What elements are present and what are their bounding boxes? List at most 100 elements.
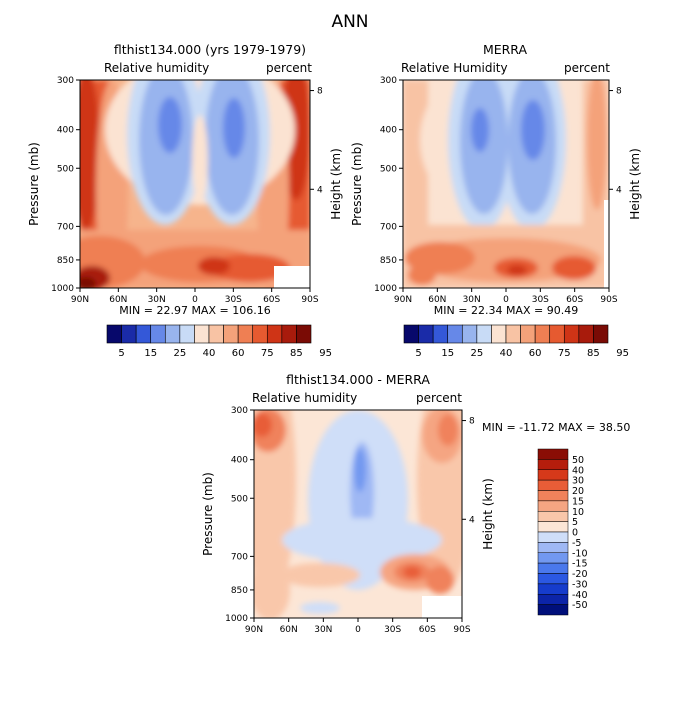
colorbar-model-label: 40 xyxy=(203,348,216,359)
obs-ylabel-right: Height (km) xyxy=(628,148,642,219)
diff-rtick-label: 8 xyxy=(469,417,475,427)
colorbar-obs-label: 25 xyxy=(470,348,483,359)
colorbar-obs: 5 15 25 40 60 75 85 95 xyxy=(403,324,629,359)
panel-obs-units: percent xyxy=(564,61,610,75)
colorbar-diff-label: -5 xyxy=(572,538,581,549)
colorbar-obs-swatch xyxy=(461,324,478,344)
panel-diff-variable: Relative humidity xyxy=(252,391,357,405)
obs-xtick-label: 90S xyxy=(600,295,617,305)
colorbar-obs-swatch xyxy=(403,324,419,344)
colorbar-diff-swatch xyxy=(537,531,569,543)
colorbar-obs-swatch xyxy=(418,324,434,344)
colorbar-diff-swatch xyxy=(537,469,569,481)
panel-diff: flthist134.000 - MERRA Relative humidity… xyxy=(201,372,630,635)
colorbar-model-swatch xyxy=(237,324,254,344)
diff-ylabel: Pressure (mb) xyxy=(201,472,215,556)
colorbar-model-swatch xyxy=(106,324,122,344)
obs-xtick-label: 30N xyxy=(463,295,481,305)
obs-rtick-label: 4 xyxy=(616,185,622,195)
diff-rtick-label: 4 xyxy=(469,515,475,525)
colorbar-diff-label: 40 xyxy=(572,465,584,476)
colorbar-obs-swatch xyxy=(491,324,507,344)
colorbar-model-label: 25 xyxy=(173,348,186,359)
model-ytick-label: 400 xyxy=(57,126,74,136)
colorbar-diff-label: 50 xyxy=(572,455,584,466)
diff-ytick-label: 700 xyxy=(231,552,248,562)
colorbar-diff-swatch xyxy=(537,594,569,605)
colorbar-obs-swatch xyxy=(563,324,580,344)
colorbar-diff-swatch xyxy=(537,604,569,616)
diff-xtick-label: 90S xyxy=(453,625,470,635)
colorbar-obs-swatch xyxy=(534,324,551,344)
colorbar-obs-swatch xyxy=(476,324,492,344)
colorbar-model-swatch xyxy=(223,324,239,344)
colorbar-obs-label: 60 xyxy=(529,348,542,359)
model-xtick-label: 90N xyxy=(71,295,89,305)
model-xtick-label: 60S xyxy=(263,295,280,305)
obs-ytick-label: 1000 xyxy=(374,284,397,294)
colorbar-model-swatch xyxy=(266,324,283,344)
panel-obs: MERRA Relative Humidity percent xyxy=(350,42,642,359)
colorbar-obs-label: 15 xyxy=(441,348,454,359)
model-xtick-label: 30S xyxy=(225,295,242,305)
model-xtick-label: 0 xyxy=(192,295,198,305)
colorbar-obs-label: 40 xyxy=(500,348,513,359)
obs-rtick-label: 8 xyxy=(616,87,622,97)
colorbar-model-label: 85 xyxy=(290,348,303,359)
colorbar-diff-swatch xyxy=(537,542,569,553)
panel-model-stats: MIN = 22.97 MAX = 106.16 xyxy=(119,304,270,317)
panel-diff-title: flthist134.000 - MERRA xyxy=(286,372,430,387)
colorbar-diff-label: -20 xyxy=(572,569,588,580)
panel-model-title: flthist134.000 (yrs 1979-1979) xyxy=(114,42,306,57)
colorbar-model-swatch xyxy=(208,324,224,344)
colorbar-model: 5 15 25 40 60 75 85 95 xyxy=(106,324,332,359)
colorbar-diff-label: -50 xyxy=(572,600,588,611)
panel-obs-stats: MIN = 22.34 MAX = 90.49 xyxy=(434,304,578,317)
diff-ytick-label: 500 xyxy=(231,494,248,504)
panel-diff-units: percent xyxy=(416,391,462,405)
colorbar-model-swatch xyxy=(296,324,312,344)
obs-xtick-label: 60S xyxy=(566,295,583,305)
panel-model-variable: Relative humidity xyxy=(104,61,209,75)
diff-ytick-label: 400 xyxy=(231,456,248,466)
diff-xtick-label: 0 xyxy=(355,625,361,635)
model-ylabel: Pressure (mb) xyxy=(27,142,41,226)
colorbar-model-swatch xyxy=(281,324,297,344)
model-ytick-label: 700 xyxy=(57,222,74,232)
colorbar-diff-label: 5 xyxy=(572,517,578,528)
diff-ytick-label: 850 xyxy=(231,586,248,596)
colorbar-diff-label: 10 xyxy=(572,507,584,518)
model-rtick-label: 4 xyxy=(317,185,323,195)
colorbar-obs-swatch xyxy=(549,324,565,344)
colorbar-model-label: 15 xyxy=(144,348,157,359)
model-ytick-label: 1000 xyxy=(51,284,74,294)
colorbar-model-swatch xyxy=(194,324,210,344)
colorbar-diff-swatch xyxy=(537,552,569,564)
colorbar-obs-swatch xyxy=(432,324,449,344)
colorbar-diff-swatch xyxy=(537,448,569,460)
model-xtick-label: 30N xyxy=(148,295,166,305)
colorbar-obs-label: 95 xyxy=(616,348,629,359)
diff-ytick-label: 1000 xyxy=(225,614,248,624)
panel-model-field xyxy=(80,80,310,288)
obs-ylabel: Pressure (mb) xyxy=(350,142,364,226)
obs-xtick-label: 0 xyxy=(503,295,509,305)
colorbar-diff-label: -10 xyxy=(572,548,588,559)
model-xtick-label: 90S xyxy=(301,295,318,305)
colorbar-obs-swatch xyxy=(505,324,521,344)
panel-obs-field xyxy=(403,80,609,288)
colorbar-diff-swatch xyxy=(537,500,569,512)
colorbar-diff-label: -30 xyxy=(572,579,588,590)
colorbar-diff-swatch xyxy=(537,573,569,585)
colorbar-diff-swatch xyxy=(537,562,569,574)
colorbar-obs-swatch xyxy=(593,324,609,344)
obs-xtick-label: 90N xyxy=(394,295,412,305)
panel-diff-field xyxy=(254,410,462,618)
diff-xtick-label: 30S xyxy=(384,625,401,635)
colorbar-obs-label: 5 xyxy=(415,348,421,359)
colorbar-diff-swatch xyxy=(537,511,569,522)
obs-ytick-label: 400 xyxy=(380,126,397,136)
obs-ytick-label: 850 xyxy=(380,256,397,266)
page-title: ANN xyxy=(331,12,368,32)
